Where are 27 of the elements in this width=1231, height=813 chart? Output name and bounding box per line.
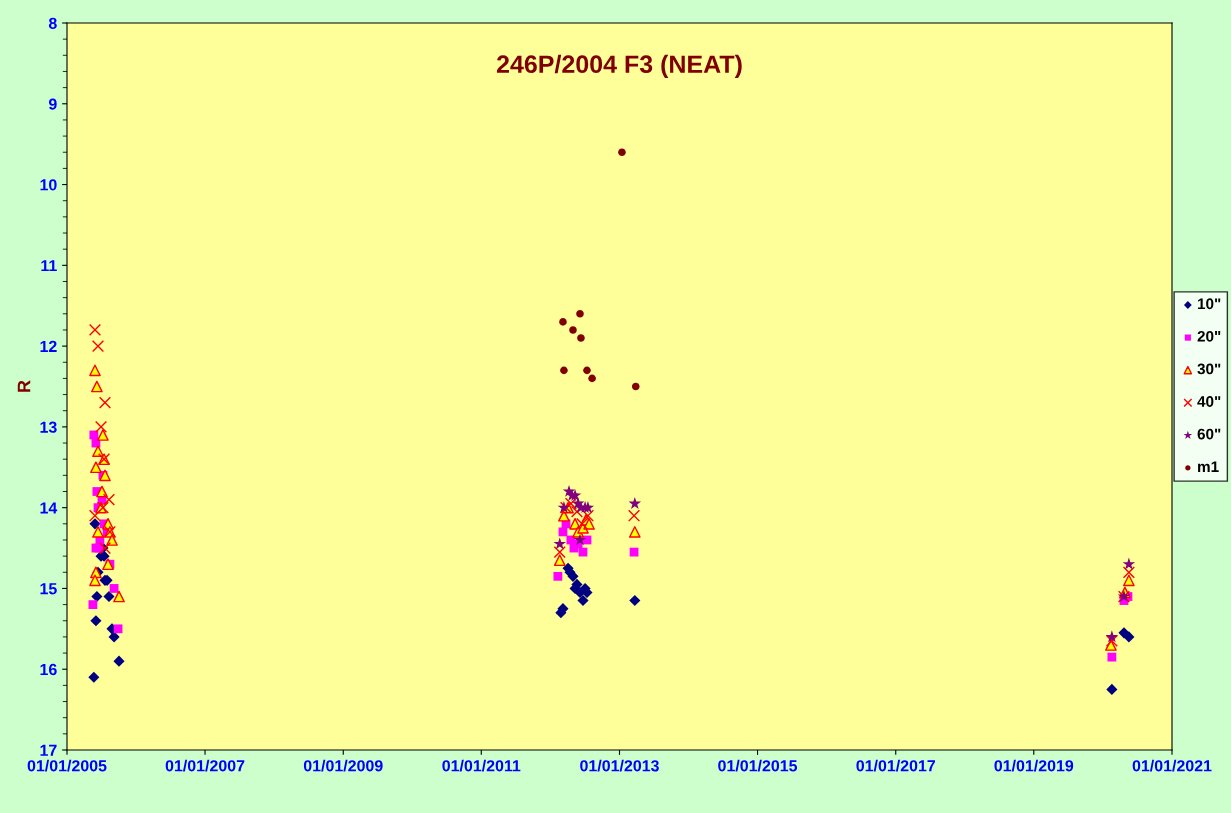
y-tick-label: 10 bbox=[40, 179, 57, 191]
x-tick-label: 01/01/2019 bbox=[994, 759, 1074, 772]
x-tick-label: 01/01/2021 bbox=[1132, 759, 1212, 772]
x-tick-label: 01/01/2009 bbox=[303, 759, 383, 772]
y-axis-title: R bbox=[17, 380, 31, 392]
x-tick-label: 01/01/2015 bbox=[718, 759, 798, 772]
y-tick-label: 11 bbox=[41, 260, 57, 272]
y-tick-label: 8 bbox=[48, 17, 57, 29]
x-tick-label: 01/01/2017 bbox=[856, 759, 936, 772]
legend-label: 40" bbox=[1197, 396, 1221, 407]
x-tick-label: 01/01/2007 bbox=[165, 759, 245, 772]
y-tick-label: 12 bbox=[40, 340, 57, 352]
y-tick-label: 16 bbox=[40, 663, 57, 676]
legend-label: 20" bbox=[1197, 330, 1221, 342]
legend-label: 10" bbox=[1197, 298, 1221, 310]
legend-label: 60" bbox=[1197, 428, 1221, 440]
x-tick-label: 01/01/2013 bbox=[580, 759, 659, 772]
x-tick-label: 01/01/2011 bbox=[442, 759, 521, 772]
y-tick-label: 15 bbox=[40, 583, 57, 595]
y-tick-label: 17 bbox=[40, 744, 57, 756]
legend-label: m1 bbox=[1198, 461, 1219, 472]
y-tick-label: 9 bbox=[48, 98, 57, 110]
y-tick-label: 14 bbox=[40, 502, 58, 514]
legend-label: 30" bbox=[1197, 363, 1221, 375]
y-tick-label: 13 bbox=[40, 421, 57, 433]
text: 246P/2004 F3 (NEAT) bbox=[496, 54, 742, 79]
x-tick-label: 01/01/2005 bbox=[27, 759, 107, 772]
